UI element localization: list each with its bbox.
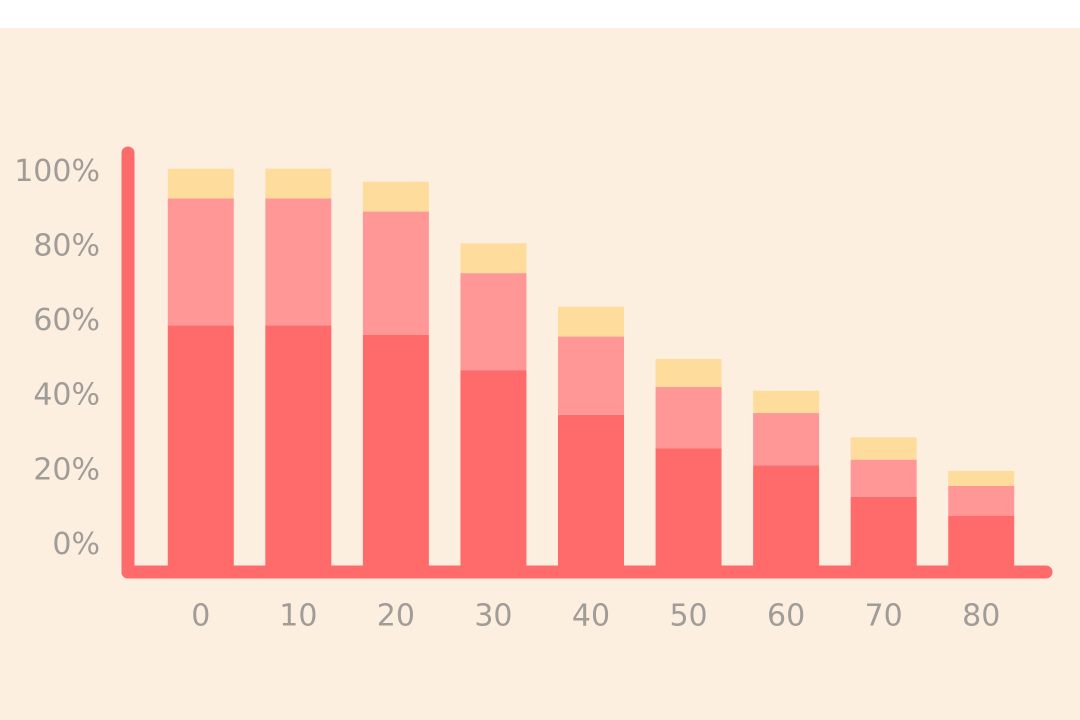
bar-segment [265, 168, 332, 199]
y-tick-label: 100% [14, 154, 100, 189]
bar-segment [558, 414, 624, 566]
x-tick-label: 10 [279, 599, 317, 634]
bar-segment [265, 325, 332, 566]
background [0, 28, 1080, 720]
bar-segment [167, 168, 234, 199]
bar-segment [167, 325, 234, 566]
bar-segment [265, 198, 332, 326]
y-tick-label: 40% [33, 378, 100, 413]
bar-segment [558, 336, 624, 415]
bar-segment [655, 386, 722, 449]
bar-segment [460, 243, 527, 274]
bar-segment [362, 181, 429, 212]
bar-segment [753, 465, 820, 566]
bar-segment [460, 273, 527, 371]
y-tick-label: 0% [52, 527, 100, 562]
x-tick-label: 70 [865, 599, 903, 634]
x-tick-label: 80 [962, 599, 1000, 634]
x-tick-label: 0 [191, 599, 210, 634]
y-tick-label: 20% [33, 452, 100, 487]
bar-segment [753, 390, 820, 414]
bar-segment [850, 459, 917, 497]
bar-segment [850, 437, 917, 460]
x-tick-label: 20 [377, 599, 415, 634]
bar-segment [167, 198, 234, 326]
bar-segment [362, 211, 429, 335]
bar-segment [460, 370, 527, 566]
bar-segment [655, 448, 722, 566]
x-tick-label: 40 [572, 599, 610, 634]
bar-segment [558, 306, 624, 337]
bar-segment [948, 515, 1015, 566]
y-tick-label: 60% [33, 303, 100, 338]
bar-segment [655, 358, 722, 387]
x-tick-label: 30 [474, 599, 512, 634]
x-tick-label: 50 [669, 599, 707, 634]
bar-segment [362, 334, 429, 566]
bar-segment [948, 470, 1015, 486]
bar-segment [753, 413, 820, 466]
y-tick-label: 80% [33, 229, 100, 264]
bar-segment [850, 496, 917, 566]
plot [167, 168, 1015, 566]
bar-segment [948, 485, 1015, 516]
x-tick-label: 60 [767, 599, 805, 634]
